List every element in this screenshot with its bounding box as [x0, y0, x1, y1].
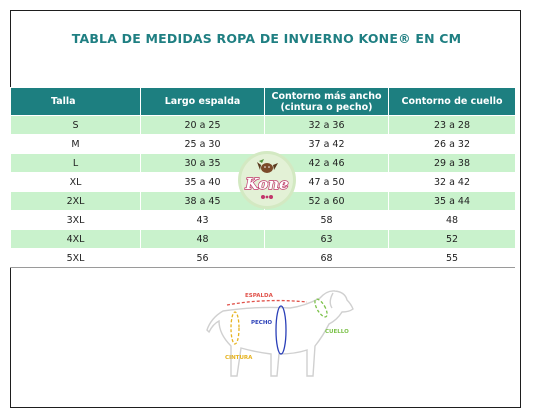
table-row: L 30 a 35 42 a 46 29 a 38	[10, 153, 516, 173]
cell-cuello: 23 a 28	[388, 115, 516, 135]
cell-cuello: 55	[388, 248, 516, 268]
cell-cuello: 32 a 42	[388, 172, 516, 192]
cell-cuello: 48	[388, 210, 516, 230]
cell-talla: L	[10, 153, 141, 173]
label-cuello: CUELLO	[325, 329, 349, 335]
header-contorno-cuello: Contorno de cuello	[388, 87, 516, 116]
chart-title: TABLA DE MEDIDAS ROPA DE INVIERNO KONE® …	[71, 31, 462, 46]
table-bottom-rule	[10, 267, 515, 268]
cell-largo: 56	[140, 248, 265, 268]
pecho-ring	[275, 305, 287, 355]
cell-cuello: 26 a 32	[388, 134, 516, 154]
cell-largo: 43	[140, 210, 265, 230]
cell-talla: M	[10, 134, 141, 154]
cell-talla: 3XL	[10, 210, 141, 230]
cuello-ring	[314, 298, 328, 318]
table-row: 3XL 43 58 48	[10, 210, 516, 230]
dog-measurement-diagram: ESPALDA PECHO CUELLO CINTURA	[206, 290, 354, 377]
cell-largo: 48	[140, 229, 265, 249]
label-pecho: PECHO	[251, 320, 272, 326]
table-row: M 25 a 30 37 a 42 26 a 32	[10, 134, 516, 154]
table-row: 4XL 48 63 52	[10, 229, 516, 249]
logo-dog-icon	[257, 159, 278, 173]
table-row: S 20 a 25 32 a 36 23 a 28	[10, 115, 516, 135]
header-largo-espalda: Largo espalda	[140, 87, 265, 116]
table-header-row: Talla Largo espalda Contorno más ancho (…	[10, 87, 516, 116]
cell-contorno: 58	[264, 210, 389, 230]
espalda-line	[226, 299, 308, 306]
cell-largo: 20 a 25	[140, 115, 265, 135]
cell-contorno: 42 a 46	[264, 153, 389, 173]
cell-contorno: 37 a 42	[264, 134, 389, 154]
dog-outline-icon	[206, 290, 354, 377]
cell-talla: 5XL	[10, 248, 141, 268]
cell-talla: 2XL	[10, 191, 141, 211]
cell-largo: 30 a 35	[140, 153, 265, 173]
cell-talla: S	[10, 115, 141, 135]
cell-contorno: 68	[264, 248, 389, 268]
label-espalda: ESPALDA	[245, 293, 274, 299]
logo-text: Kone	[244, 175, 288, 193]
header-talla: Talla	[10, 87, 141, 116]
cell-cuello: 52	[388, 229, 516, 249]
cell-talla: XL	[10, 172, 141, 192]
header-contorno-line2: (cintura o pecho)	[280, 101, 373, 113]
logo-paw-icon	[261, 195, 273, 199]
size-table: Talla Largo espalda Contorno más ancho (…	[10, 87, 516, 268]
cintura-ring	[230, 311, 240, 345]
cell-largo: 35 a 40	[140, 172, 265, 192]
header-contorno-line1: Contorno más ancho	[271, 90, 382, 102]
label-cintura: CINTURA	[225, 355, 253, 361]
cell-contorno: 63	[264, 229, 389, 249]
cell-cuello: 35 a 44	[388, 191, 516, 211]
header-contorno: Contorno más ancho (cintura o pecho)	[264, 87, 389, 116]
cell-largo: 38 a 45	[140, 191, 265, 211]
cell-contorno: 32 a 36	[264, 115, 389, 135]
kone-logo: Kone	[238, 151, 296, 209]
table-row: 5XL 56 68 55	[10, 248, 516, 268]
cell-cuello: 29 a 38	[388, 153, 516, 173]
cell-talla: 4XL	[10, 229, 141, 249]
